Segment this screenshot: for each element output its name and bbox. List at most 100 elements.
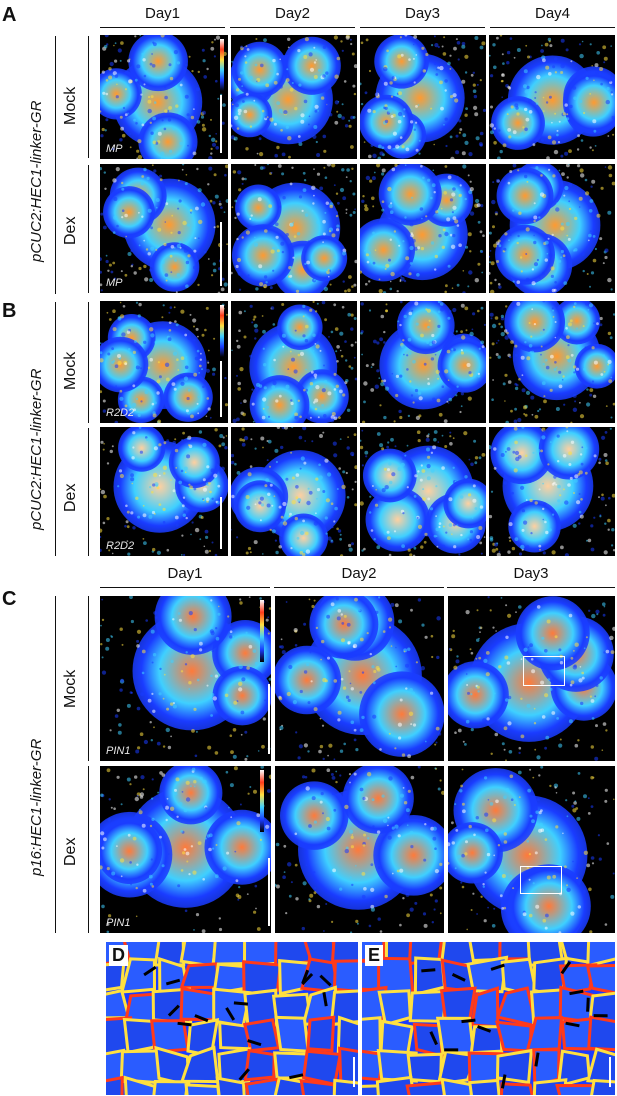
cell-speckle — [225, 164, 228, 169]
cell-speckle — [384, 119, 389, 124]
condition-label-dex: Dex — [62, 837, 79, 866]
cell-speckle — [573, 371, 576, 374]
cell-speckle — [361, 872, 366, 876]
cell-speckle — [297, 139, 303, 144]
cell-speckle — [434, 767, 437, 770]
cell-speckle — [556, 202, 560, 206]
cell-speckle — [485, 672, 490, 677]
cell-speckle — [363, 141, 366, 143]
cell-speckle — [239, 601, 243, 605]
cell-speckle — [340, 40, 343, 43]
cell-speckle — [387, 459, 390, 461]
cell-speckle — [504, 335, 509, 340]
cell-speckle — [480, 340, 485, 345]
cell-speckle — [281, 152, 286, 157]
cell-speckle — [265, 478, 270, 483]
cell-speckle — [327, 268, 330, 271]
direction-arrow — [247, 1039, 262, 1047]
cell-speckle — [160, 151, 165, 156]
cell-speckle — [316, 904, 321, 909]
cell-speckle — [302, 427, 307, 431]
cell-speckle — [127, 375, 130, 379]
cell-speckle — [512, 209, 515, 212]
cell-speckle — [305, 388, 308, 392]
cell-speckle — [443, 191, 447, 195]
cell-speckle — [210, 46, 215, 51]
cell-speckle — [166, 548, 170, 552]
cell-speckle — [285, 912, 288, 915]
cell-speckle — [538, 811, 542, 815]
cell-speckle — [506, 447, 511, 451]
cell-speckle — [579, 401, 581, 404]
cell-speckle — [481, 453, 486, 457]
cell-speckle — [462, 291, 466, 293]
cell-speckle — [560, 222, 564, 226]
cell-speckle — [210, 674, 213, 678]
cell-speckle — [255, 287, 259, 291]
cell-speckle — [185, 516, 188, 520]
cell-speckle — [489, 123, 494, 128]
cell-speckle — [383, 415, 387, 420]
cell-speckle — [313, 46, 316, 49]
cell-outline — [585, 964, 615, 995]
cell-speckle — [380, 382, 385, 387]
cell-speckle — [352, 645, 356, 648]
tissue-region — [562, 71, 615, 134]
cell-speckle — [149, 486, 152, 489]
cell-outline — [152, 1079, 190, 1095]
cell-speckle — [533, 240, 537, 245]
cell-speckle — [451, 348, 454, 351]
cell-speckle — [335, 214, 339, 218]
day-underline — [274, 587, 444, 588]
cell-speckle — [205, 368, 210, 373]
cell-speckle — [545, 913, 549, 918]
cell-speckle — [353, 92, 357, 96]
cell-speckle — [425, 215, 428, 218]
cell-speckle — [270, 306, 275, 310]
cell-speckle — [180, 670, 184, 673]
cell-speckle — [322, 232, 326, 236]
cell-speckle — [512, 130, 517, 135]
cell-speckle — [417, 470, 420, 473]
cell-speckle — [574, 216, 578, 221]
cell-speckle — [277, 164, 282, 168]
cell-speckle — [192, 318, 197, 323]
cell-speckle — [489, 514, 493, 519]
cell-speckle — [505, 420, 509, 423]
cell-speckle — [480, 204, 484, 208]
condition-bracket — [88, 165, 89, 293]
cell-speckle — [544, 358, 548, 362]
cell-speckle — [412, 57, 415, 60]
cell-speckle — [374, 503, 379, 507]
cell-speckle — [337, 718, 341, 722]
cell-speckle — [408, 272, 412, 276]
cell-speckle — [604, 255, 608, 260]
cell-speckle — [318, 749, 322, 754]
cell-speckle — [166, 797, 169, 800]
cell-speckle — [217, 484, 221, 488]
cell-speckle — [100, 624, 102, 627]
cell-speckle — [397, 119, 402, 124]
cell-speckle — [580, 173, 585, 178]
cell-speckle — [322, 45, 327, 49]
cell-speckle — [439, 80, 443, 85]
cell-speckle — [521, 509, 525, 513]
cell-speckle — [354, 377, 357, 381]
cell-speckle — [375, 610, 379, 614]
cell-speckle — [190, 533, 192, 536]
cell-speckle — [237, 271, 242, 276]
tissue-region — [100, 336, 149, 393]
cell-speckle — [162, 465, 168, 470]
cell-speckle — [408, 311, 413, 316]
cell-speckle — [167, 337, 172, 342]
cell-speckle — [183, 553, 186, 556]
cell-speckle — [477, 220, 481, 224]
cell-speckle — [211, 649, 215, 653]
cell-speckle — [336, 360, 339, 363]
cell-speckle — [368, 924, 372, 928]
cell-speckle — [410, 120, 414, 124]
cell-speckle — [161, 260, 165, 264]
scale-bar — [609, 1057, 611, 1087]
cell-speckle — [505, 698, 509, 702]
cell-speckle — [405, 147, 410, 152]
